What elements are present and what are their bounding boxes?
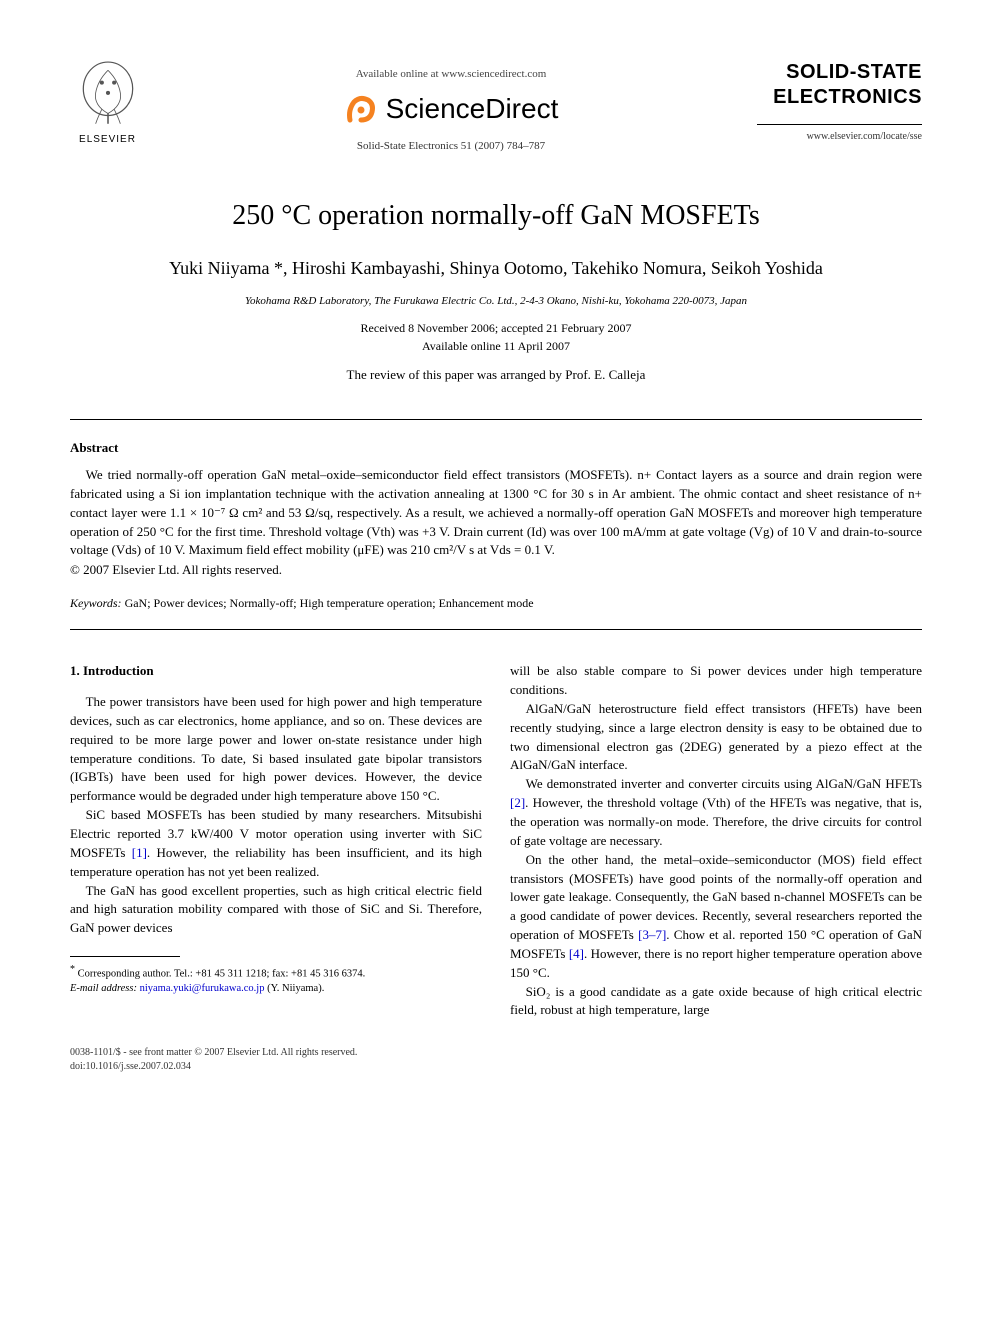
col2-p5: SiO₂ is a good candidate as a gate oxide… xyxy=(510,983,922,1021)
abstract-text: We tried normally-off operation GaN meta… xyxy=(70,466,922,560)
footnote: * Corresponding author. Tel.: +81 45 311… xyxy=(70,963,482,997)
col2-p2: AlGaN/GaN heterostructure field effect t… xyxy=(510,700,922,775)
sciencedirect-text: ScienceDirect xyxy=(386,93,559,125)
available-online-text: Available online at www.sciencedirect.co… xyxy=(145,68,757,80)
article-title: 250 °C operation normally-off GaN MOSFET… xyxy=(70,200,922,232)
col2-p4: On the other hand, the metal–oxide–semic… xyxy=(510,851,922,983)
elsevier-tree-icon xyxy=(77,60,139,132)
authors-list: Yuki Niiyama *, Hiroshi Kambayashi, Shin… xyxy=(70,258,922,279)
keywords: Keywords: GaN; Power devices; Normally-o… xyxy=(70,596,922,611)
received-date: Received 8 November 2006; accepted 21 Fe… xyxy=(70,319,922,337)
journal-title-line1: SOLID-STATE xyxy=(757,60,922,85)
divider-bottom xyxy=(70,629,922,630)
col2-p1: will be also stable compare to Si power … xyxy=(510,662,922,700)
col1-p3: The GaN has good excellent properties, s… xyxy=(70,882,482,939)
ref-link-2[interactable]: [2] xyxy=(510,795,525,810)
journal-title-line2: ELECTRONICS xyxy=(757,85,922,110)
abstract-section: Abstract We tried normally-off operation… xyxy=(70,440,922,578)
journal-url: www.elsevier.com/locate/sse xyxy=(757,131,922,142)
body-columns: 1. Introduction The power transistors ha… xyxy=(70,662,922,1020)
column-left: 1. Introduction The power transistors ha… xyxy=(70,662,482,1020)
col1-p2: SiC based MOSFETs has been studied by ma… xyxy=(70,806,482,881)
divider-top xyxy=(70,419,922,420)
sciencedirect-icon xyxy=(344,92,378,126)
elsevier-label: ELSEVIER xyxy=(79,134,136,145)
abstract-copyright: © 2007 Elsevier Ltd. All rights reserved… xyxy=(70,562,922,578)
header: ELSEVIER Available online at www.science… xyxy=(70,60,922,152)
bottom-meta: 0038-1101/$ - see front matter © 2007 El… xyxy=(70,1046,922,1074)
sciencedirect-brand: ScienceDirect xyxy=(145,92,757,126)
center-header: Available online at www.sciencedirect.co… xyxy=(145,60,757,152)
col2-p3: We demonstrated inverter and converter c… xyxy=(510,775,922,850)
footnote-separator xyxy=(70,956,180,957)
corresponding-author: * Corresponding author. Tel.: +81 45 311… xyxy=(70,963,482,982)
affiliation: Yokohama R&D Laboratory, The Furukawa El… xyxy=(70,295,922,307)
ref-link-4[interactable]: [4] xyxy=(569,946,584,961)
article-dates: Received 8 November 2006; accepted 21 Fe… xyxy=(70,319,922,355)
front-matter-line: 0038-1101/$ - see front matter © 2007 El… xyxy=(70,1046,922,1060)
email-link[interactable]: niyama.yuki@furukawa.co.jp xyxy=(140,983,265,994)
ref-link-1[interactable]: [1] xyxy=(132,845,147,860)
column-right: will be also stable compare to Si power … xyxy=(510,662,922,1020)
abstract-heading: Abstract xyxy=(70,440,922,456)
available-date: Available online 11 April 2007 xyxy=(70,337,922,355)
col1-p1: The power transistors have been used for… xyxy=(70,693,482,806)
keywords-text: GaN; Power devices; Normally-off; High t… xyxy=(122,596,534,610)
doi-line: doi:10.1016/j.sse.2007.02.034 xyxy=(70,1060,922,1074)
journal-citation: Solid-State Electronics 51 (2007) 784–78… xyxy=(145,140,757,152)
journal-box: SOLID-STATE ELECTRONICS www.elsevier.com… xyxy=(757,60,922,142)
review-note: The review of this paper was arranged by… xyxy=(70,367,922,383)
journal-title: SOLID-STATE ELECTRONICS xyxy=(757,60,922,125)
elsevier-logo: ELSEVIER xyxy=(70,60,145,145)
ref-link-3-7[interactable]: [3–7] xyxy=(638,927,666,942)
email-line: E-mail address: niyama.yuki@furukawa.co.… xyxy=(70,982,482,997)
section-1-heading: 1. Introduction xyxy=(70,662,482,681)
keywords-label: Keywords: xyxy=(70,596,122,610)
